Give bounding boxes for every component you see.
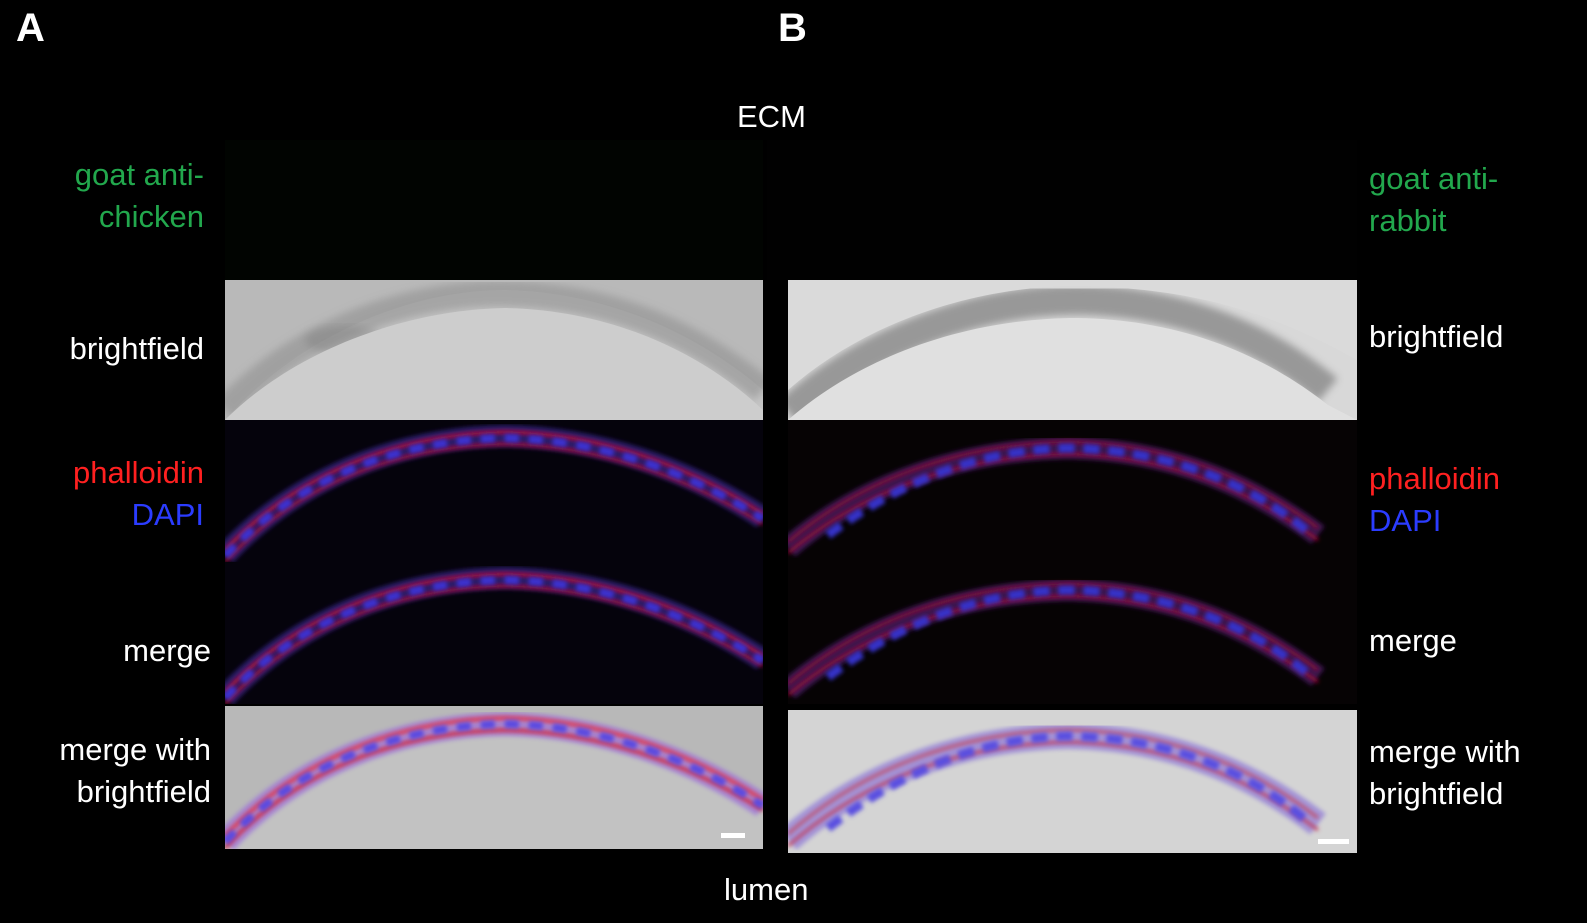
lumen-label: lumen [724,872,809,907]
left-merge-image [225,562,763,704]
left-secondary-line2: chicken [98,199,204,234]
right-secondary-line1: goat anti- [1369,161,1499,196]
left-merge-brightfield-image [225,706,763,849]
left-brightfield-label: brightfield [69,331,204,366]
left-stain-label: phalloidin DAPI [73,452,204,536]
right-merge-bf-line2: brightfield [1369,776,1504,811]
right-scale-bar [1318,839,1349,844]
left-secondary-image [225,140,763,280]
left-phalloidin-dapi-image [225,420,763,562]
right-phalloidin-label: phalloidin [1369,461,1500,496]
right-secondary-line2: rabbit [1369,203,1447,238]
right-merge-label: merge [1369,623,1457,658]
right-merge-brightfield-image [788,710,1357,853]
right-brightfield-image [788,280,1357,420]
left-secondary-line1: goat anti- [74,157,204,192]
left-phalloidin-label: phalloidin [73,455,204,490]
panel-letter-b: B [778,6,807,50]
right-dapi-label: DAPI [1369,503,1442,538]
panel-letter-a: A [16,6,45,50]
right-secondary-label: goat anti- rabbit [1369,158,1498,242]
right-stain-label: phalloidin DAPI [1369,458,1500,542]
right-brightfield-label: brightfield [1369,319,1504,354]
right-merge-image [788,562,1357,704]
left-brightfield-image [225,280,763,420]
left-merge-bf-line2: brightfield [76,774,211,809]
right-secondary-image [767,140,1357,280]
ecm-label: ECM [737,99,806,134]
left-merge-bf-label: merge with brightfield [59,729,211,813]
right-merge-bf-line1: merge with [1369,734,1521,769]
left-merge-bf-line1: merge with [59,732,211,767]
right-phalloidin-dapi-image [788,420,1357,562]
left-secondary-label: goat anti- chicken [75,154,204,238]
right-merge-bf-label: merge with brightfield [1369,731,1521,815]
left-merge-label: merge [123,633,211,668]
left-scale-bar [721,833,745,838]
left-dapi-label: DAPI [131,497,204,532]
